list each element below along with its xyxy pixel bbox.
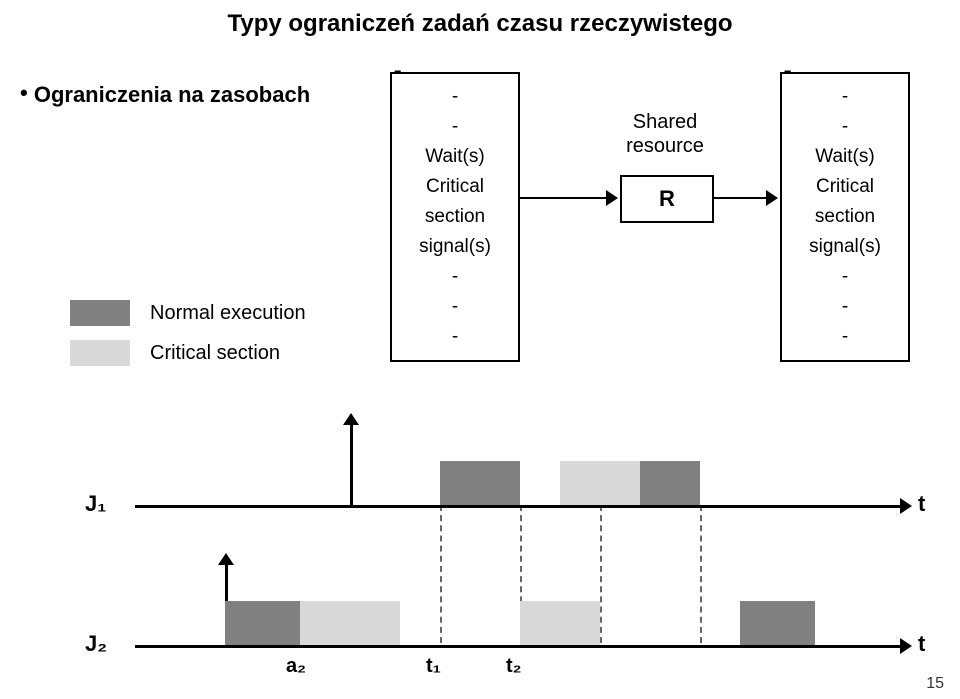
j2-execution-block <box>300 601 400 645</box>
legend-normal-swatch <box>70 300 130 326</box>
connector-arrow <box>712 197 766 199</box>
j2-t-label: t <box>918 631 925 657</box>
page-title: Typy ograniczeń zadań czasu rzeczywisteg… <box>0 10 960 38</box>
j1-execution-block <box>560 461 640 505</box>
j1-t-label: t <box>918 491 925 517</box>
resource-box: R <box>620 175 714 223</box>
page-number: 15 <box>926 675 944 693</box>
j1-execution-block <box>640 461 700 505</box>
legend: Normal execution Critical section <box>70 300 306 366</box>
j1-timeline <box>135 505 900 508</box>
j1-process-box: --Wait(s)Criticalsectionsignal(s)--- <box>390 72 520 362</box>
bullet-text: • Ograniczenia na zasobach <box>20 80 310 108</box>
shared-label: Sharedresource <box>610 110 720 158</box>
time-marker-dashed <box>600 505 602 643</box>
j2-process-box: --Wait(s)Criticalsectionsignal(s)--- <box>780 72 910 362</box>
j2-timeline <box>135 645 900 648</box>
axis-label: a₂ <box>286 655 306 678</box>
j2-timeline-label: J₂ <box>85 631 107 657</box>
time-marker-dashed <box>700 505 702 643</box>
j2-execution-block <box>740 601 815 645</box>
time-marker-dashed <box>440 505 442 643</box>
j2-execution-block <box>520 601 600 645</box>
axis-label: t₁ <box>426 655 441 678</box>
j1-execution-block <box>440 461 520 505</box>
legend-normal-label: Normal execution <box>150 302 306 325</box>
connector-arrow <box>520 197 606 199</box>
legend-critical-swatch <box>70 340 130 366</box>
legend-critical-label: Critical section <box>150 342 280 365</box>
j2-execution-block <box>225 601 300 645</box>
axis-label: t₂ <box>506 655 522 678</box>
j1-activation-arrow <box>350 425 353 505</box>
j1-timeline-label: J₁ <box>85 491 106 517</box>
